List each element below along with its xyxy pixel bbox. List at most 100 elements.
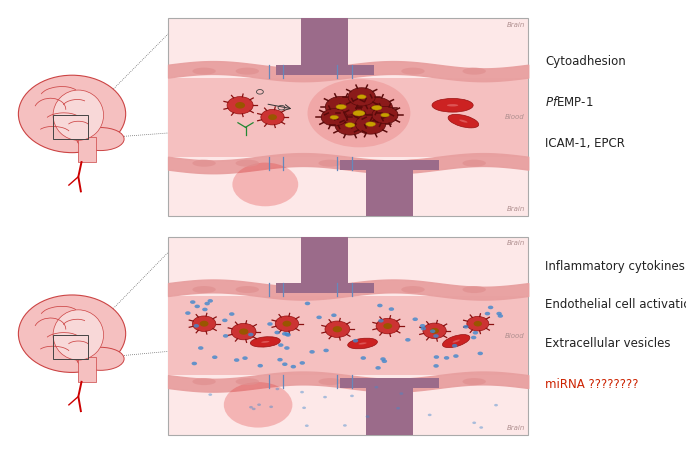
Text: Blood: Blood	[505, 333, 525, 339]
Circle shape	[257, 404, 261, 406]
Circle shape	[268, 114, 277, 120]
Circle shape	[222, 318, 228, 322]
Ellipse shape	[261, 341, 270, 343]
Circle shape	[485, 312, 490, 315]
Ellipse shape	[448, 114, 479, 128]
Circle shape	[185, 311, 191, 315]
Circle shape	[494, 404, 498, 406]
Circle shape	[305, 425, 309, 427]
Circle shape	[269, 405, 273, 408]
Circle shape	[316, 315, 322, 319]
Circle shape	[202, 308, 208, 311]
Ellipse shape	[53, 310, 104, 360]
Ellipse shape	[447, 104, 458, 106]
Bar	[366, 388, 413, 435]
Circle shape	[430, 329, 436, 333]
Circle shape	[480, 426, 483, 429]
Circle shape	[282, 363, 287, 366]
Text: Brain: Brain	[506, 240, 525, 246]
Circle shape	[302, 406, 306, 409]
Circle shape	[421, 327, 426, 330]
Ellipse shape	[401, 68, 425, 75]
Ellipse shape	[462, 68, 486, 75]
Circle shape	[473, 331, 478, 334]
Ellipse shape	[53, 90, 104, 140]
Circle shape	[278, 343, 283, 347]
Bar	[78, 137, 96, 162]
Circle shape	[198, 346, 204, 350]
Circle shape	[305, 302, 310, 305]
Circle shape	[497, 312, 502, 315]
Text: Brain: Brain	[506, 22, 525, 28]
Circle shape	[309, 350, 315, 354]
Circle shape	[381, 359, 387, 363]
Circle shape	[268, 322, 273, 326]
Ellipse shape	[192, 378, 216, 385]
Bar	[168, 296, 528, 375]
Circle shape	[333, 326, 342, 332]
Circle shape	[405, 338, 411, 342]
Circle shape	[239, 329, 248, 335]
Circle shape	[291, 365, 296, 369]
Circle shape	[231, 324, 256, 340]
Circle shape	[325, 96, 357, 117]
Text: Extracellular vesicles: Extracellular vesicles	[545, 337, 671, 350]
Bar	[168, 237, 528, 435]
Circle shape	[212, 355, 217, 359]
Ellipse shape	[357, 95, 366, 99]
Circle shape	[472, 421, 476, 424]
Circle shape	[434, 355, 439, 359]
Ellipse shape	[235, 160, 259, 167]
Circle shape	[361, 97, 392, 118]
Circle shape	[466, 316, 488, 331]
Ellipse shape	[318, 286, 342, 293]
Text: Brain: Brain	[506, 425, 525, 431]
Circle shape	[444, 356, 449, 360]
Circle shape	[488, 306, 493, 309]
Text: Cytoadhesion: Cytoadhesion	[545, 55, 626, 68]
Ellipse shape	[462, 160, 486, 167]
Text: Endothelial cell activation: Endothelial cell activation	[545, 298, 686, 311]
Circle shape	[378, 319, 383, 323]
Ellipse shape	[453, 339, 460, 343]
Circle shape	[261, 110, 284, 125]
Circle shape	[190, 300, 196, 304]
Circle shape	[376, 318, 399, 334]
Circle shape	[355, 114, 386, 134]
Ellipse shape	[235, 378, 259, 385]
Ellipse shape	[330, 116, 338, 119]
Circle shape	[229, 312, 235, 316]
Circle shape	[276, 388, 279, 390]
Circle shape	[353, 339, 358, 343]
Ellipse shape	[381, 113, 389, 117]
Circle shape	[361, 356, 366, 360]
Circle shape	[274, 331, 280, 334]
Circle shape	[192, 316, 215, 331]
Ellipse shape	[401, 160, 425, 167]
Ellipse shape	[318, 160, 342, 167]
Bar	[276, 65, 374, 75]
Circle shape	[191, 362, 197, 365]
Circle shape	[307, 79, 410, 147]
Ellipse shape	[192, 160, 216, 167]
Circle shape	[300, 391, 304, 394]
Circle shape	[227, 96, 253, 114]
Circle shape	[252, 408, 256, 410]
Ellipse shape	[336, 105, 346, 109]
Ellipse shape	[19, 75, 126, 152]
Ellipse shape	[401, 378, 425, 385]
Text: ICAM-1, EPCR: ICAM-1, EPCR	[545, 137, 625, 150]
Circle shape	[234, 358, 239, 362]
Circle shape	[204, 302, 210, 305]
Ellipse shape	[235, 286, 259, 293]
Circle shape	[233, 162, 298, 206]
Circle shape	[348, 88, 375, 106]
Ellipse shape	[345, 123, 355, 127]
Bar	[340, 378, 439, 388]
Circle shape	[452, 344, 458, 348]
Circle shape	[383, 323, 392, 329]
Circle shape	[284, 346, 289, 350]
Circle shape	[434, 364, 439, 368]
Circle shape	[473, 321, 482, 326]
Ellipse shape	[348, 338, 377, 349]
